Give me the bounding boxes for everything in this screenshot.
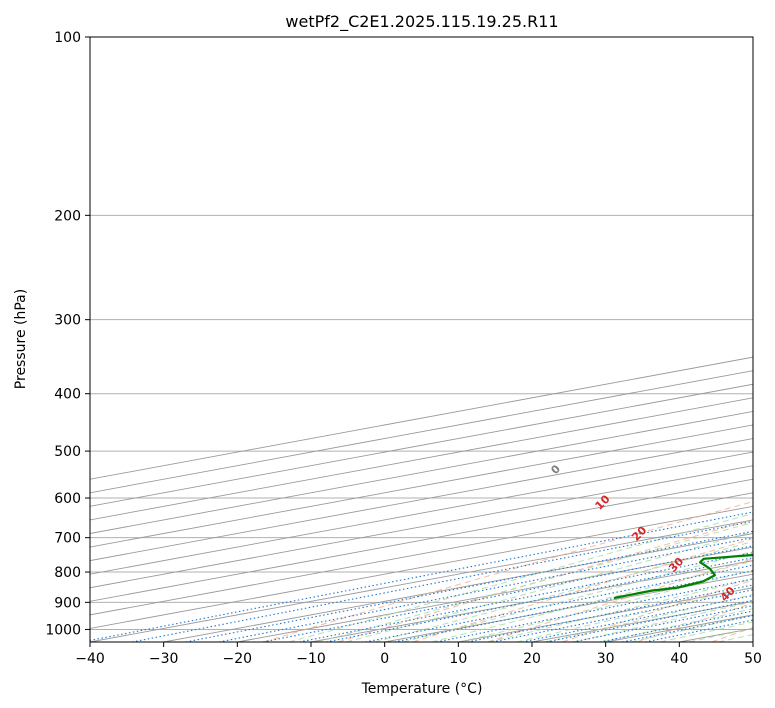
mixing-ratio-line xyxy=(325,557,753,642)
moist-adiabat xyxy=(516,586,753,642)
x-tick-label: 10 xyxy=(449,651,467,667)
y-tick-label: 1000 xyxy=(45,622,81,638)
isotherm xyxy=(90,438,753,562)
y-tick-label: 900 xyxy=(54,595,81,611)
x-tick-label: −10 xyxy=(296,651,326,667)
y-tick-label: 100 xyxy=(54,30,81,46)
x-tick-label: 30 xyxy=(597,651,615,667)
x-tick-label: −30 xyxy=(149,651,179,667)
y-tick-label: 800 xyxy=(54,565,81,581)
isotherm xyxy=(90,492,753,616)
chart-title: wetPf2_C2E1.2025.115.19.25.R11 xyxy=(285,12,558,32)
mixing-ratio-line xyxy=(299,552,753,642)
isotherm xyxy=(90,505,753,629)
y-tick-label: 400 xyxy=(54,387,81,403)
x-tick-label: −20 xyxy=(223,651,253,667)
x-tick-label: 0 xyxy=(380,651,389,667)
isotherm xyxy=(90,465,753,589)
y-axis: 100 200 300 400 500 600 700 800 900 1000 xyxy=(45,30,90,638)
x-tick-label: 40 xyxy=(670,651,688,667)
y-tick-label: 200 xyxy=(54,208,81,224)
x-tick-label: −40 xyxy=(75,651,105,667)
plot-frame xyxy=(89,36,754,643)
x-axis-label: Temperature (°C) xyxy=(361,681,483,697)
mixing-ratio-line xyxy=(436,578,753,642)
moist-adiabat xyxy=(317,521,753,642)
isotherm xyxy=(90,424,753,548)
moist-adiabat xyxy=(487,578,753,642)
dry-adiabat xyxy=(412,538,753,642)
isotherm xyxy=(90,478,753,602)
dry-adiabat xyxy=(562,579,753,642)
x-tick-label: 50 xyxy=(744,651,762,667)
mixing-ratio-line xyxy=(394,570,753,642)
isotherm xyxy=(90,519,753,642)
isotherm xyxy=(163,533,753,642)
moist-adiabat xyxy=(402,550,753,642)
mixing-ratio-line xyxy=(131,520,753,642)
y-tick-label: 500 xyxy=(54,444,81,460)
y-tick-label: 700 xyxy=(54,531,81,547)
moist-adiabat xyxy=(346,531,753,642)
y-axis-label: Pressure (hPa) xyxy=(13,289,29,389)
x-axis: −40 −30 −20 −10 0 10 20 30 40 50 xyxy=(75,642,762,667)
mixing-ratio-line xyxy=(365,564,753,642)
y-tick-label: 600 xyxy=(54,491,81,507)
y-tick-label: 300 xyxy=(54,313,81,329)
dry-adiabat xyxy=(338,519,753,642)
background-lines xyxy=(90,37,753,642)
isotherm xyxy=(90,451,753,575)
moist-adiabat xyxy=(431,560,753,642)
x-tick-label: 20 xyxy=(523,651,541,667)
